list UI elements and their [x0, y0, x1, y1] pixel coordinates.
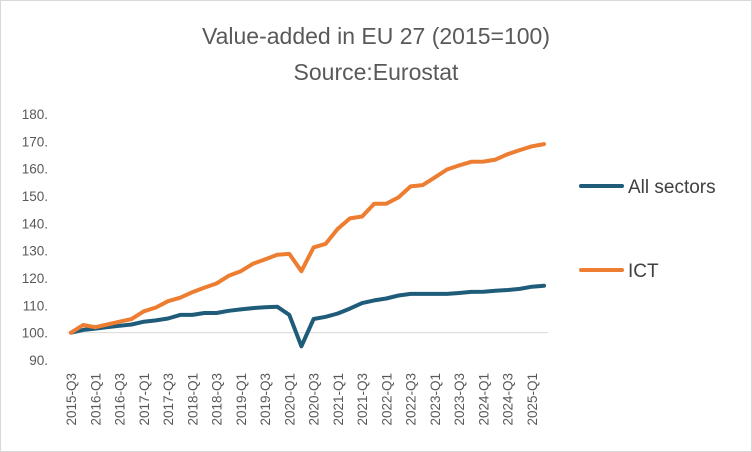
y-axis: 90. 100. 110. 120. 130. 140. 150. 160. 170. 180.: [22, 107, 48, 368]
x-tick-label: 2023-Q1: [428, 373, 443, 426]
x-tick-label: 2024-Q3: [501, 373, 516, 426]
x-tick-label: 2015-Q3: [64, 373, 79, 426]
x-tick-label: 2022-Q1: [379, 373, 394, 426]
y-tick-label: 120.: [22, 271, 48, 286]
y-tick-label: 150.: [22, 189, 48, 204]
legend-label-1: ICT: [628, 261, 659, 282]
x-axis: 2015-Q3 2016-Q1 2016-Q3 2017-Q1 2017-Q3 2018-…: [64, 373, 540, 426]
y-tick-label: 100.: [22, 326, 48, 341]
legend-label-0: All sectors: [628, 177, 716, 198]
x-tick-label: 2021-Q3: [355, 373, 370, 426]
x-tick-label: 2020-Q3: [307, 373, 322, 426]
y-tick-label: 170.: [22, 134, 48, 149]
y-tick-label: 130.: [22, 244, 48, 259]
x-tick-label: 2018-Q3: [210, 373, 225, 426]
x-tick-label: 2023-Q3: [452, 373, 467, 426]
series-line-0: [69, 283, 546, 349]
y-tick-label: 140.: [22, 216, 48, 231]
legend: All sectors ICT: [579, 177, 716, 282]
x-tick-label: 2025-Q1: [525, 373, 540, 426]
x-tick-label: 2022-Q3: [404, 373, 419, 426]
series-line-1: [69, 142, 546, 335]
x-tick-label: 2020-Q1: [282, 373, 297, 426]
x-tick-label: 2019-Q3: [258, 373, 273, 426]
y-tick-label: 110.: [23, 298, 48, 313]
x-tick-label: 2016-Q1: [88, 373, 103, 426]
x-tick-label: 2016-Q3: [113, 373, 128, 426]
y-tick-label: 90.: [29, 353, 48, 368]
chart-title: Value-added in EU 27 (2015=100): [202, 23, 550, 49]
x-tick-label: 2017-Q3: [161, 373, 176, 426]
x-tick-label: 2017-Q1: [137, 373, 152, 426]
x-tick-label: 2024-Q1: [476, 373, 491, 426]
y-tick-label: 180.: [22, 107, 48, 122]
x-tick-label: 2021-Q1: [331, 373, 346, 426]
x-tick-label: 2018-Q1: [185, 373, 200, 426]
series-lines: [69, 142, 546, 349]
chart-subtitle: Source:Eurostat: [294, 59, 460, 85]
x-tick-label: 2019-Q1: [234, 373, 249, 426]
y-tick-label: 160.: [22, 162, 48, 177]
